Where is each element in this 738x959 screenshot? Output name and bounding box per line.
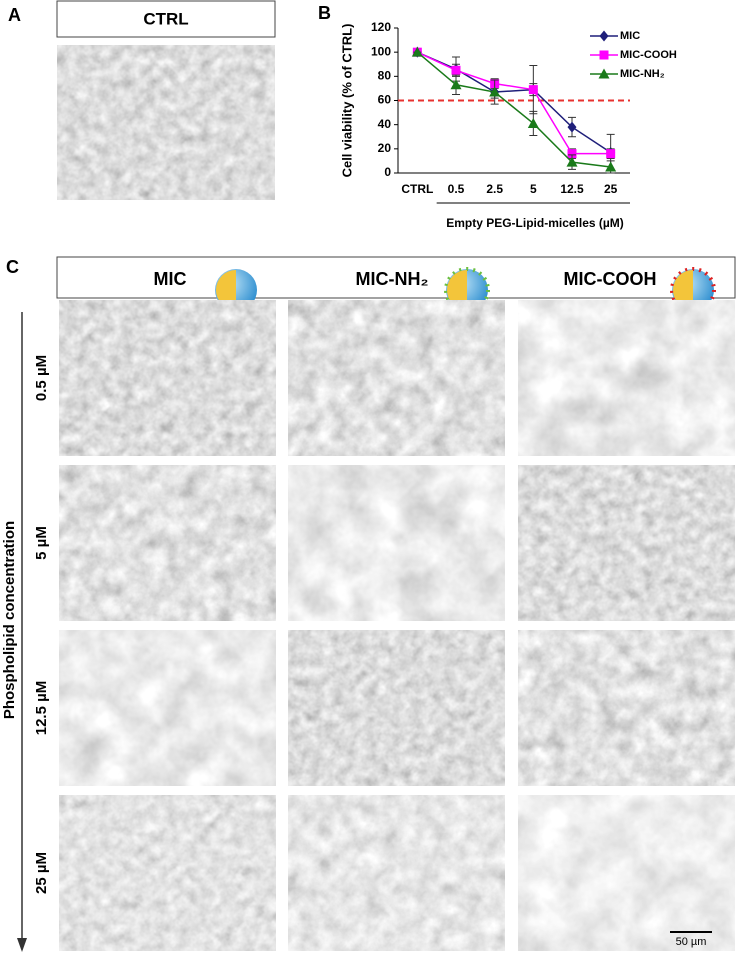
series-line xyxy=(416,51,611,168)
ctrl-label: CTRL xyxy=(143,9,188,28)
series-line xyxy=(417,51,612,154)
header-box xyxy=(56,0,276,38)
panel-label: C xyxy=(6,257,19,277)
marker xyxy=(528,85,538,95)
y-tick-label: 0 xyxy=(384,165,391,179)
micrograph xyxy=(59,300,276,456)
marker xyxy=(411,46,423,57)
y-tick-label: 60 xyxy=(378,93,392,107)
micrograph xyxy=(518,300,735,456)
micrograph xyxy=(518,465,735,621)
x-tick-label: 12.5 xyxy=(560,182,584,196)
panel-label: B xyxy=(318,3,331,23)
marker xyxy=(605,161,617,172)
arrow-head xyxy=(17,938,27,952)
y-tick-label: 120 xyxy=(371,20,391,34)
micrograph xyxy=(59,795,276,951)
x-tick-label: 5 xyxy=(530,182,537,196)
x-tick-label: 2.5 xyxy=(486,182,503,196)
y-tick-label: 100 xyxy=(371,44,391,58)
micrograph xyxy=(288,465,505,621)
row-label: 25 µM xyxy=(33,852,50,894)
marker xyxy=(451,65,461,75)
micrograph xyxy=(288,630,505,786)
legend-label: MIC-COOH xyxy=(620,49,677,61)
legend-marker xyxy=(598,68,610,79)
marker xyxy=(527,117,539,128)
micrograph xyxy=(288,795,505,951)
micrograph xyxy=(288,300,505,456)
y-tick-label: 20 xyxy=(378,141,392,155)
column-header: MIC xyxy=(154,269,187,289)
x-axis-label: Empty PEG-Lipid-micelles (µM) xyxy=(446,216,624,230)
row-axis-label: Phospholipid concentration xyxy=(1,521,18,719)
row-label: 0.5 µM xyxy=(33,355,50,401)
x-tick-label: 25 xyxy=(604,182,618,196)
micrograph xyxy=(59,465,276,621)
y-tick-label: 40 xyxy=(378,117,392,131)
column-header: MIC-COOH xyxy=(564,269,657,289)
marker xyxy=(606,149,616,159)
marker xyxy=(567,121,577,133)
micrograph xyxy=(518,795,735,951)
legend-label: MIC-NH₂ xyxy=(620,68,665,80)
marker xyxy=(450,79,462,90)
legend-marker xyxy=(599,30,609,42)
panel-label: A xyxy=(8,5,21,25)
x-tick-label: CTRL xyxy=(401,182,433,196)
legend-marker xyxy=(599,50,609,60)
column-header: MIC-NH₂ xyxy=(356,269,429,289)
x-tick-label: 0.5 xyxy=(448,182,465,196)
micrograph xyxy=(59,630,276,786)
scale-bar-label: 50 µm xyxy=(676,936,707,948)
y-tick-label: 80 xyxy=(378,69,392,83)
marker xyxy=(566,156,578,167)
marker xyxy=(489,86,501,97)
micrograph xyxy=(57,45,275,200)
row-label: 12.5 µM xyxy=(33,681,50,736)
micrograph xyxy=(518,630,735,786)
header-box xyxy=(56,256,736,299)
y-axis-label: Cell viability (% of CTRL) xyxy=(339,24,354,178)
marker xyxy=(567,149,577,159)
legend-label: MIC xyxy=(620,30,640,42)
row-label: 5 µM xyxy=(33,526,50,560)
series-line xyxy=(417,51,611,155)
